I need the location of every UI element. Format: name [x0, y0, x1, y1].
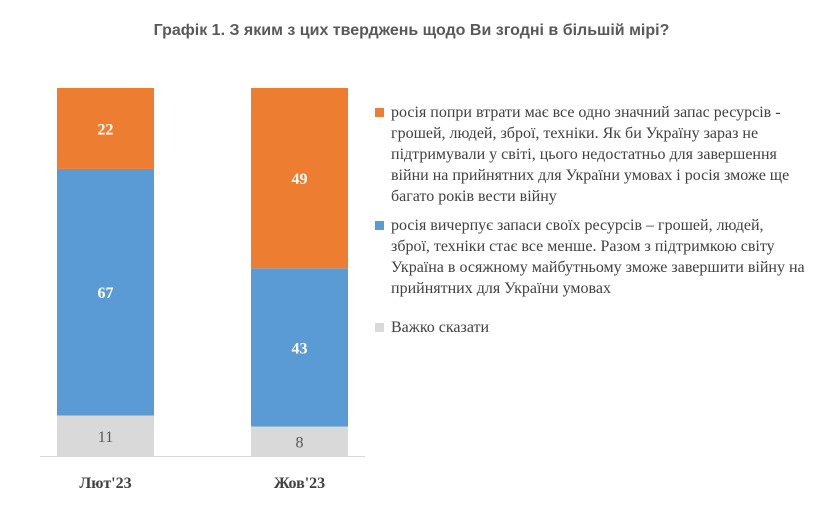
- bar-segment-2-1: [251, 88, 348, 269]
- chart-legend: росія попри втрати має все одно значний …: [375, 102, 805, 338]
- legend-item-0: Важко сказати: [375, 317, 805, 338]
- legend-label: Важко сказати: [391, 319, 490, 336]
- data-label-2-0: 22: [98, 121, 114, 138]
- x-tick-label-1: Жов'23: [274, 475, 325, 492]
- data-label-0-1: 8: [296, 434, 304, 451]
- data-label-0-0: 11: [98, 429, 113, 446]
- legend-label: росія попри втрати має все одно значний …: [391, 104, 790, 205]
- legend-label: росія вичерпує запаси своїх ресурсів – г…: [391, 217, 805, 297]
- bar-segment-2-0: [57, 88, 154, 169]
- legend-item-1: росія вичерпує запаси своїх ресурсів – г…: [375, 215, 805, 299]
- bar-segment-0-0: [57, 415, 154, 456]
- legend-item-2: росія попри втрати має все одно значний …: [375, 102, 805, 207]
- x-tick-label-0: Лют'23: [79, 475, 131, 492]
- chart-title: Графік 1. З яким з цих тверджень щодо Ви…: [153, 22, 670, 39]
- data-label-2-1: 49: [292, 171, 308, 188]
- bar-segment-0-1: [251, 426, 348, 456]
- bar-segment-1-0: [57, 168, 154, 416]
- data-label-1-1: 43: [292, 340, 308, 357]
- legend-swatch: [375, 221, 384, 230]
- data-label-1-0: 67: [98, 285, 114, 302]
- bar-segment-1-1: [251, 268, 348, 427]
- legend-swatch: [375, 108, 384, 117]
- legend-swatch: [375, 323, 384, 332]
